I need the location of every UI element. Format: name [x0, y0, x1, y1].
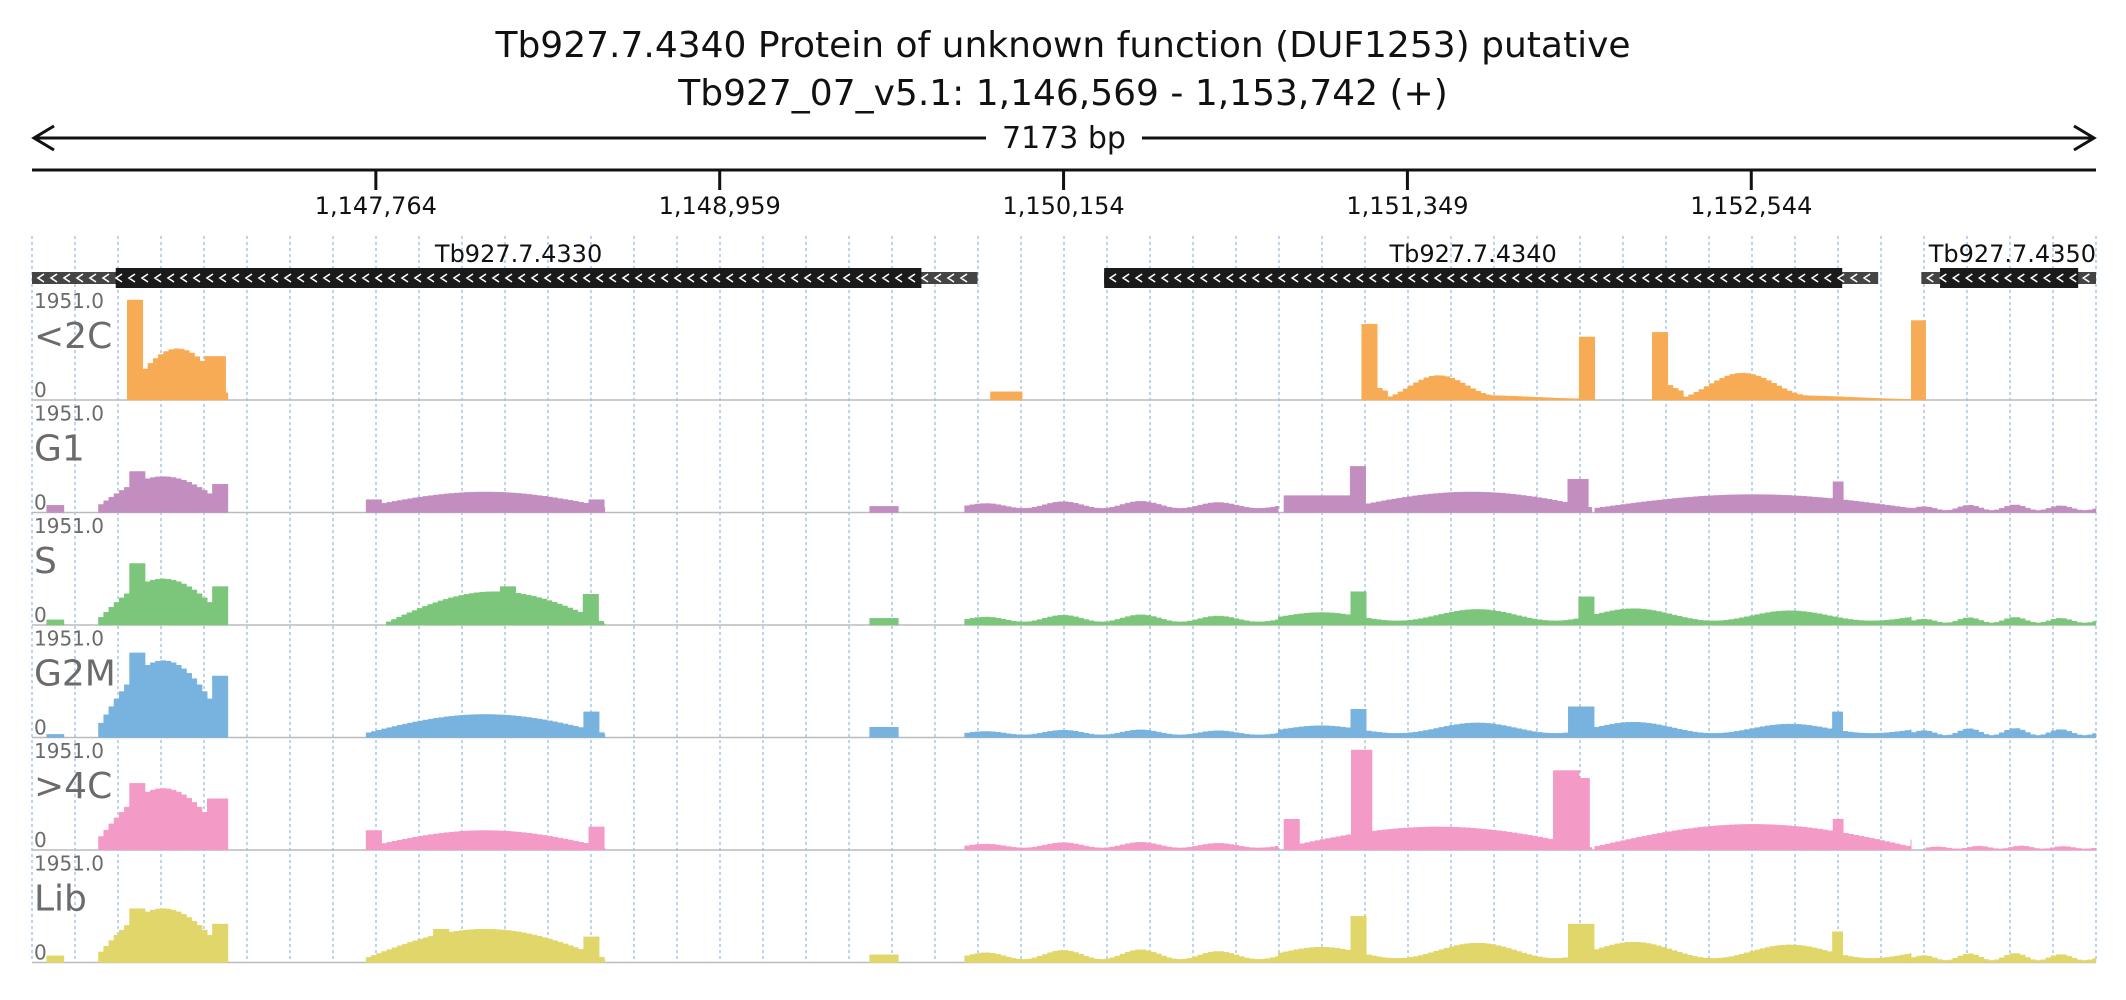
coverage-area	[1911, 617, 2097, 626]
locus-coordinates: Tb927_07_v5.1: 1,146,569 - 1,153,742 (+)	[678, 73, 1448, 114]
track-4: 1951.0 0 G2M	[32, 627, 2097, 740]
coverage-area	[98, 471, 229, 513]
coverage-area	[1349, 466, 1593, 513]
coverage-area	[365, 711, 606, 738]
gene-Tb927-7-4330: Tb927.7.4330	[32, 240, 978, 288]
ruler-tick-label: 1,147,764	[315, 192, 437, 220]
gene-label: Tb927.7.4340	[1389, 240, 1557, 268]
coverage-area	[1594, 818, 1912, 851]
scale-max-label: 1951.0	[34, 289, 104, 313]
coverage-area	[1911, 953, 2097, 963]
track-name-label: <2C	[34, 316, 112, 357]
span-label-bg	[986, 120, 1142, 156]
track-2: 1951.0 0 G1	[32, 402, 2097, 515]
coverage-area	[1361, 323, 1595, 401]
scale-max-label: 1951.0	[34, 739, 104, 763]
gene-label: Tb927.7.4350	[1928, 240, 2096, 268]
strand-chevron-icon	[36, 273, 968, 283]
track-name-label: G2M	[34, 654, 116, 695]
span-label: 7173 bp	[1002, 121, 1126, 156]
ruler-tick-label: 1,152,544	[1690, 192, 1812, 220]
coverage-area	[1277, 591, 1912, 626]
track-6: 1951.0 0 Lib	[32, 852, 2097, 965]
ruler-tick-label: 1,151,349	[1346, 192, 1468, 220]
coverage-area	[365, 491, 606, 513]
coverage-area	[1911, 728, 2097, 738]
coverage-area	[964, 842, 1279, 851]
scale-min-label: 0	[34, 603, 47, 627]
coverage-area	[126, 299, 229, 401]
page-title: Tb927.7.4340 Protein of unknown function…	[495, 25, 1631, 66]
strand-chevron-icon	[1108, 273, 1871, 283]
scale-min-label: 0	[34, 491, 47, 515]
gene-label: Tb927.7.4330	[434, 240, 602, 268]
coverage-area	[98, 908, 229, 963]
coverage-area	[98, 783, 229, 851]
coverage-area	[46, 734, 65, 738]
coverage-area	[1925, 845, 2097, 851]
coverage-area	[964, 501, 1279, 513]
gene-cds	[1940, 268, 2079, 288]
scale-max-label: 1951.0	[34, 852, 104, 876]
scale-min-label: 0	[34, 941, 47, 965]
coverage-area	[1652, 320, 1926, 401]
track-name-label: Lib	[34, 879, 87, 920]
scale-min-label: 0	[34, 716, 47, 740]
coverage-area	[365, 928, 606, 963]
coverage-area	[990, 391, 1023, 401]
scale-max-label: 1951.0	[34, 402, 104, 426]
coverage-area	[46, 619, 65, 626]
ruler-tick-label: 1,148,959	[659, 192, 781, 220]
strand-chevron-icon	[1925, 273, 2090, 283]
span-arrow-right-icon	[2073, 124, 2097, 152]
ruler-tick-label: 1,150,154	[1002, 192, 1124, 220]
coverage-area	[869, 726, 899, 738]
scale-min-label: 0	[34, 378, 47, 402]
gene-Tb927-7-4350: Tb927.7.4350	[1921, 240, 2096, 288]
coverage-area	[1277, 706, 1912, 738]
track-3: 1951.0 0 S	[32, 514, 2097, 627]
coverage-area	[869, 618, 899, 626]
track-1: 1951.0 0 <2C	[32, 289, 2096, 402]
track-5: 1951.0 0 >4C	[32, 739, 2097, 852]
track-name-label: >4C	[34, 766, 112, 807]
coverage-area	[869, 954, 899, 963]
coverage-area	[869, 506, 899, 513]
coverage-area	[98, 563, 229, 626]
scale-max-label: 1951.0	[34, 514, 104, 538]
span-arrow-left-icon	[31, 124, 55, 152]
coverage-area	[385, 586, 606, 626]
coverage-area	[98, 652, 229, 738]
coverage-area	[964, 949, 1279, 963]
coverage-area	[1594, 481, 1912, 513]
coverage-area	[365, 826, 606, 851]
coverage-area	[1283, 749, 1593, 851]
coverage-area	[964, 614, 1279, 626]
gene-Tb927-7-4340: Tb927.7.4340	[1104, 240, 1879, 288]
track-name-label: G1	[34, 429, 85, 470]
coverage-area	[1911, 504, 2097, 513]
coverage-area	[1283, 495, 1351, 513]
scale-min-label: 0	[34, 828, 47, 852]
track-name-label: S	[34, 541, 57, 582]
coverage-area	[46, 955, 65, 963]
coverage-area	[964, 729, 1279, 738]
scale-max-label: 1951.0	[34, 627, 104, 651]
coverage-area	[1277, 916, 1912, 963]
coverage-area	[46, 505, 65, 513]
